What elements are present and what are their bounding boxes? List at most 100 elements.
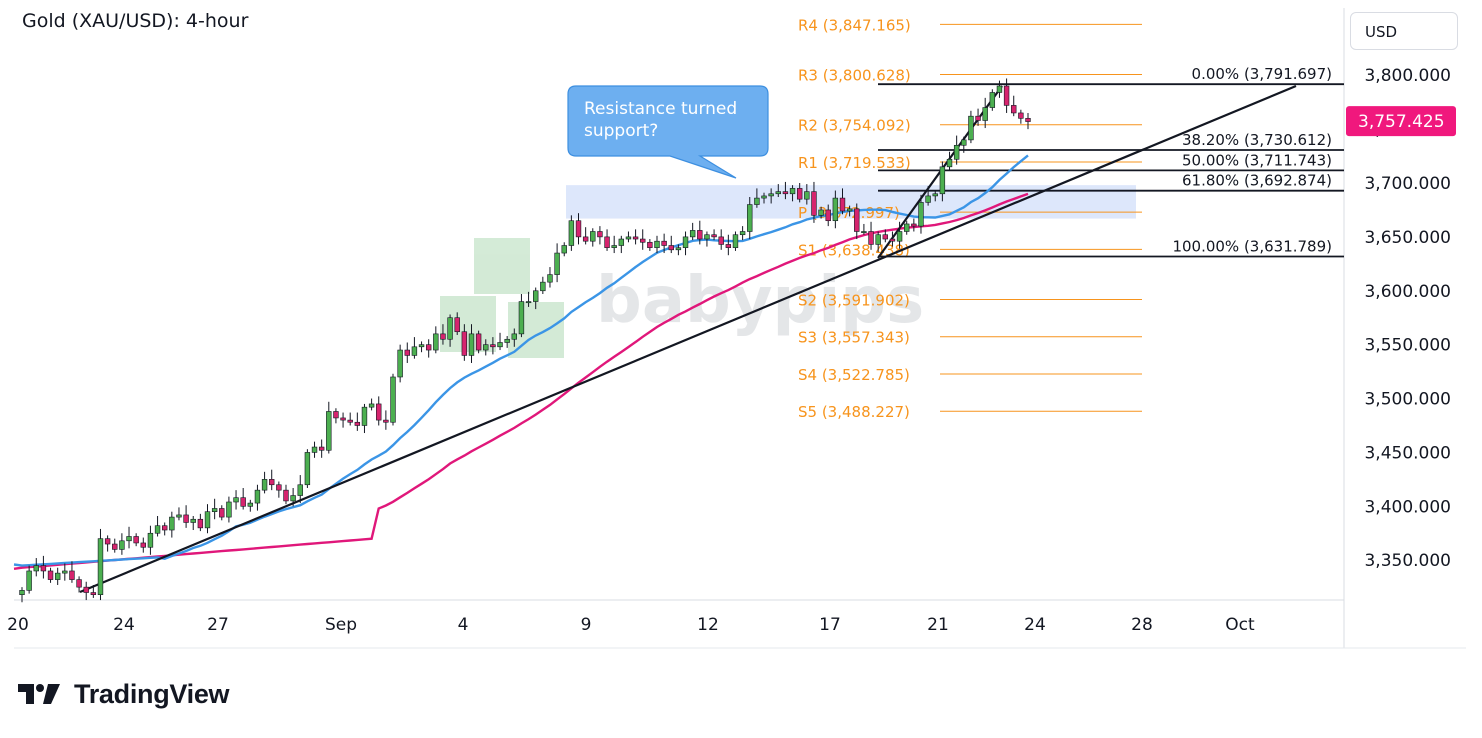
uptrend-line xyxy=(79,84,1297,594)
x-tick-label: 9 xyxy=(581,615,592,635)
candle-body xyxy=(54,572,61,580)
candle-body xyxy=(804,191,810,200)
candle-body xyxy=(254,489,261,504)
candle-body xyxy=(654,240,660,248)
candle-body xyxy=(261,479,268,491)
candle-body xyxy=(475,333,482,351)
candle-body xyxy=(839,197,846,212)
candle-body xyxy=(939,166,946,195)
candle-body xyxy=(825,209,831,222)
candle-body xyxy=(618,238,625,246)
candle-body xyxy=(97,538,104,595)
candle-body xyxy=(961,139,967,146)
candle-body xyxy=(511,333,517,340)
candle-body xyxy=(397,349,403,378)
candle-body xyxy=(675,247,682,251)
candle-body xyxy=(875,234,881,245)
candle-body xyxy=(739,231,746,236)
last-price-label: 3,757.425 xyxy=(1358,112,1445,132)
candle-body xyxy=(946,158,953,168)
candle-body xyxy=(754,197,760,205)
candle-body xyxy=(668,245,674,251)
candle-body xyxy=(383,419,389,423)
candle-body xyxy=(889,238,896,242)
chart-title: Gold (XAU/USD): 4-hour xyxy=(22,10,249,32)
candle-body xyxy=(647,241,653,248)
candle-body xyxy=(276,484,282,491)
y-tick-label: 3,800.000 xyxy=(1364,66,1451,86)
candle-body xyxy=(975,115,981,121)
candle-body xyxy=(361,406,368,426)
pivot-label-s4: S4 (3,522.785) xyxy=(798,366,910,384)
candle-body xyxy=(40,565,47,572)
time-axis[interactable]: 20 24 27 Sep 4 9 12 17 21 24 28 Oct xyxy=(7,615,1255,635)
x-tick-label: Oct xyxy=(1225,615,1255,635)
candlestick-series xyxy=(19,78,1031,603)
candle-body xyxy=(711,234,717,238)
candle-body xyxy=(682,236,689,248)
candle-body xyxy=(604,236,610,248)
candle-body xyxy=(533,290,539,302)
pivot-label-r4: R4 (3,847.165) xyxy=(798,16,911,34)
x-tick-label: 12 xyxy=(697,615,719,635)
candle-body xyxy=(761,195,767,199)
brand-name: TradingView xyxy=(74,678,230,709)
x-tick-label: Sep xyxy=(325,615,357,635)
candle-body xyxy=(689,230,696,238)
candle-body xyxy=(354,421,361,426)
candle-body xyxy=(197,518,204,529)
candle-body xyxy=(732,234,739,248)
candle-body xyxy=(540,281,546,292)
candle-body xyxy=(789,188,796,195)
candle-body xyxy=(154,525,161,534)
candle-body xyxy=(454,317,460,333)
candle-body xyxy=(318,446,325,451)
candle-body xyxy=(269,479,275,486)
candle-body xyxy=(497,342,503,348)
x-tick-label: 28 xyxy=(1131,615,1153,635)
candle-body xyxy=(126,536,132,542)
candle-body xyxy=(304,452,311,486)
candle-body xyxy=(632,236,639,240)
candle-body xyxy=(418,344,425,348)
fib-label-4: 100.00% (3,631.789) xyxy=(1172,238,1332,256)
candle-body xyxy=(1018,112,1024,119)
candle-body xyxy=(590,231,596,242)
candle-body xyxy=(582,236,589,242)
y-tick-label: 3,400.000 xyxy=(1364,497,1451,517)
candle-body xyxy=(468,333,475,356)
price-axis[interactable]: 3,350.000 3,400.000 3,450.000 3,500.000 3,55… xyxy=(1364,66,1451,571)
candle-body xyxy=(1003,85,1010,106)
candle-body xyxy=(76,579,82,588)
watermark-text: babypips xyxy=(596,264,924,338)
candle-body xyxy=(433,333,439,351)
candle-body xyxy=(440,333,446,340)
candle-body xyxy=(411,346,418,356)
candle-body xyxy=(547,274,553,283)
tradingview-logo[interactable]: TradingView xyxy=(18,676,230,712)
candle-body xyxy=(918,202,924,227)
candle-body xyxy=(1025,118,1031,122)
candle-body xyxy=(989,92,996,108)
candle-body xyxy=(846,208,853,212)
candle-body xyxy=(247,502,254,507)
candle-body xyxy=(925,195,931,203)
slow-moving-average-line xyxy=(13,192,1029,570)
candle-body xyxy=(204,511,211,529)
candle-body xyxy=(390,376,396,423)
candle-body xyxy=(868,231,874,245)
candle-body xyxy=(861,231,867,233)
last-price-badge: 3,757.425 xyxy=(1346,106,1456,137)
callout-line-2: support? xyxy=(584,121,658,141)
candle-body xyxy=(911,223,917,227)
candle-body xyxy=(290,495,296,502)
currency-button[interactable]: USD xyxy=(1350,12,1458,50)
candle-body xyxy=(83,586,89,593)
pivot-label-s5: S5 (3,488.227) xyxy=(798,403,910,421)
candle-body xyxy=(190,518,196,523)
candle-body xyxy=(425,344,432,351)
candle-body xyxy=(625,236,632,240)
candle-body xyxy=(854,208,860,232)
candle-body xyxy=(240,497,246,507)
candle-body xyxy=(297,484,303,496)
